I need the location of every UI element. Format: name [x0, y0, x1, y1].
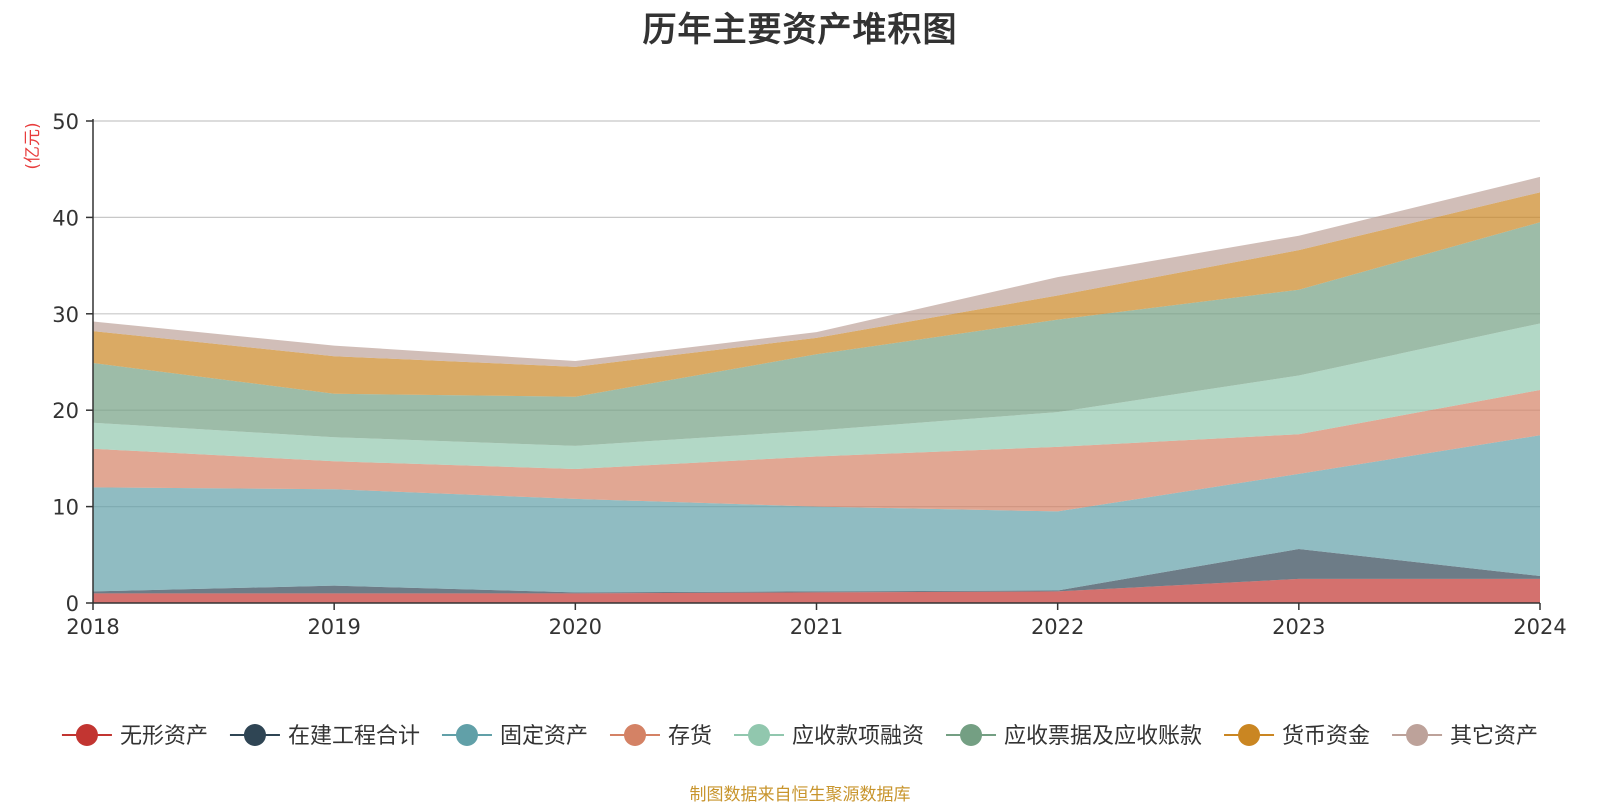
x-tick-label: 2019	[307, 615, 360, 639]
x-tick-label: 2021	[790, 615, 843, 639]
legend-circle-icon	[1406, 724, 1429, 746]
legend-label: 无形资产	[120, 724, 208, 749]
x-tick-label: 2024	[1513, 615, 1566, 639]
legend-label: 货币资金	[1282, 724, 1370, 749]
legend-item-6[interactable]: 货币资金	[1224, 724, 1370, 749]
legend-label: 应收票据及应收账款	[1004, 724, 1202, 749]
area-series-0	[93, 578, 1540, 603]
y-tick-label: 0	[66, 592, 79, 616]
x-tick-label: 2022	[1031, 615, 1084, 639]
legend-item-7[interactable]: 其它资产	[1392, 724, 1538, 749]
legend-label: 固定资产	[500, 724, 588, 749]
area-series-2	[93, 435, 1540, 593]
x-tick-label: 2018	[66, 615, 119, 639]
legend-circle-icon	[75, 724, 98, 746]
x-tick-label: 2020	[549, 615, 602, 639]
legend-item-5[interactable]: 应收票据及应收账款	[946, 724, 1202, 749]
legend-item-1[interactable]: 在建工程合计	[229, 724, 420, 749]
area-series-4	[93, 323, 1540, 470]
legend-item-3[interactable]: 存货	[609, 724, 712, 749]
legend-circle-icon	[623, 724, 646, 746]
legend-item-4[interactable]: 应收款项融资	[734, 724, 924, 749]
legend-circle-icon	[243, 724, 266, 746]
area-series-1	[93, 549, 1540, 594]
area-series-6	[93, 192, 1540, 397]
legend-item-0[interactable]: 无形资产	[61, 724, 208, 749]
legend-item-2[interactable]: 固定资产	[441, 724, 588, 749]
legend-label: 应收款项融资	[792, 724, 924, 749]
source-note: 制图数据来自恒生聚源数据库	[689, 785, 911, 805]
legend-circle-icon	[1238, 724, 1261, 746]
legend[interactable]: 无形资产 在建工程合计 固定资产 存货 应收款项融资 应收票据及应收账款 货币资金 其它资产	[61, 724, 1538, 749]
legend-label: 在建工程合计	[288, 724, 420, 749]
area-series-3	[93, 389, 1540, 512]
y-axis-unit-label: (亿元)	[23, 122, 43, 169]
legend-label: 存货	[668, 724, 712, 749]
axes: 0 10 20 30 40 50 2018 2019 2020 2021 2022 2023 2024	[52, 110, 1566, 639]
y-tick-label: 10	[52, 496, 79, 520]
y-tick-label: 30	[52, 303, 79, 327]
legend-circle-icon	[960, 724, 983, 746]
area-series	[93, 176, 1540, 603]
x-tick-label: 2023	[1272, 615, 1325, 639]
chart-title: 历年主要资产堆积图	[642, 10, 958, 50]
area-series-5	[93, 222, 1540, 446]
legend-label: 其它资产	[1450, 724, 1538, 749]
y-tick-label: 50	[52, 110, 79, 134]
y-tick-label: 20	[52, 399, 79, 423]
legend-circle-icon	[748, 724, 770, 746]
legend-circle-icon	[455, 724, 478, 746]
y-tick-label: 40	[52, 206, 79, 230]
